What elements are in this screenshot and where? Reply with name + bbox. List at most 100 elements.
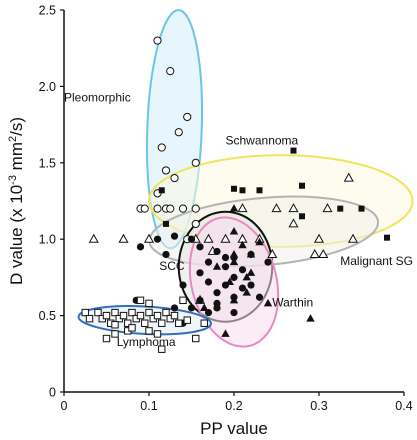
scc-point [204, 258, 213, 266]
pleomorphic-point [174, 128, 183, 137]
lymphoma-point [158, 319, 166, 327]
y-axis-title: D value (x 10-3 mm2/s) [7, 117, 26, 285]
schwannoma-point [337, 205, 344, 212]
malignant-sg-point [143, 233, 155, 243]
warthin-label: Warthin [272, 295, 313, 309]
y-tick-label: 0 [49, 386, 56, 400]
y-tick-label: 2.5 [39, 4, 56, 18]
malignant-sg-label: Malignant SG [340, 254, 413, 268]
y-tick-label: 1.5 [39, 156, 56, 170]
warthin-point [221, 329, 230, 337]
warthin-point [246, 249, 256, 258]
x-axis-title: PP value [200, 419, 268, 438]
schwannoma-point [358, 205, 365, 212]
scc-point [221, 253, 230, 262]
lymphoma-point [153, 330, 162, 338]
schwannoma-point [256, 187, 263, 194]
schwannoma-point [163, 220, 169, 227]
malignant-sg-point [220, 233, 231, 243]
malignant-sg-point [343, 172, 354, 182]
malignant-sg-point [88, 233, 99, 243]
scc-point [196, 269, 204, 277]
y-tick-label: 2.0 [39, 80, 56, 94]
x-tick-label: 0.3 [310, 399, 327, 413]
malignant-sg-point [288, 218, 299, 228]
lymphoma-point [94, 308, 102, 317]
lymphoma-point [111, 330, 119, 338]
lymphoma-point [111, 321, 119, 329]
pleomorphic-point [157, 143, 166, 152]
lymphoma-point [162, 308, 170, 317]
pleomorphic-label: Pleomorphic [64, 91, 131, 105]
scc-point [162, 250, 170, 259]
scc-point [247, 281, 255, 289]
warthin-point [229, 204, 239, 212]
lymphoma-point [102, 334, 111, 343]
scc-point [179, 281, 187, 289]
scc-point [170, 232, 179, 240]
pleomorphic-point [166, 204, 175, 213]
malignant-sg-point [309, 248, 320, 258]
malignant-sg-point [318, 248, 329, 258]
lymphoma-point [85, 314, 94, 323]
scc-point [204, 278, 213, 286]
lymphoma-point [153, 311, 162, 320]
warthin-point [225, 277, 234, 285]
schwannoma-point [299, 213, 305, 220]
malignant-sg-point [267, 248, 278, 258]
lymphoma-point [136, 296, 145, 305]
y-axis-title-main: D value (x 10 [7, 185, 26, 285]
pleomorphic-point [166, 67, 175, 76]
lymphoma-point [102, 311, 111, 320]
group-labels: Pleomorphic Schwannoma Malignant SG SCC Wart… [64, 91, 413, 349]
scc-point [221, 263, 230, 271]
schwannoma-point [158, 187, 165, 194]
malignant-sg-point [313, 233, 325, 243]
schwannoma-point [299, 182, 305, 189]
warthin-point [212, 262, 222, 270]
scc-point [255, 293, 264, 301]
pleomorphic-point [191, 219, 200, 229]
y-axis-title-unit: mm [7, 142, 26, 175]
warthin-point [229, 257, 239, 266]
group-ellipses [77, 9, 414, 348]
warthin-point [242, 288, 251, 296]
pleomorphic-point [140, 204, 149, 213]
lymphoma-point [145, 308, 153, 317]
lymphoma-point [119, 311, 128, 320]
scc-point [170, 304, 179, 312]
warthin-point [229, 295, 239, 304]
lymphoma-point [81, 308, 89, 317]
scc-point [136, 243, 145, 251]
schwannoma-point [239, 187, 246, 194]
scc-point [230, 273, 238, 281]
warthin-point [229, 227, 239, 235]
y-tick-label: 1.0 [39, 233, 56, 247]
scc-point [213, 247, 221, 256]
warthin-point [255, 237, 264, 246]
scc-point [238, 266, 247, 274]
x-tick-label: 0.4 [395, 399, 412, 413]
malignant-sg-point [237, 203, 248, 213]
ticks: 0 0.1 0.2 0.3 0.4 0 0.5 1.0 1.5 2.0 2.5 [39, 4, 413, 414]
pleomorphic-point [161, 166, 171, 175]
scc-point [187, 235, 196, 243]
lymphoma-point [183, 316, 191, 324]
pleomorphic-point [170, 173, 179, 183]
scc-point [213, 304, 221, 312]
pleomorphic-point [191, 204, 200, 213]
pleomorphic-point [153, 36, 162, 45]
malignant-sg-point [118, 233, 129, 243]
warthin-point [306, 314, 315, 322]
scc-label: SCC [159, 259, 185, 273]
warthin-point [246, 268, 256, 276]
x-tick-label: 0 [61, 399, 68, 413]
warthin-point [238, 240, 247, 249]
warthin-point [263, 298, 273, 307]
lymphoma-point [145, 327, 153, 335]
warthin-point [229, 249, 239, 258]
malignant-sg-point [271, 203, 282, 213]
lymphoma-point [128, 324, 136, 332]
lymphoma-point [111, 308, 119, 317]
